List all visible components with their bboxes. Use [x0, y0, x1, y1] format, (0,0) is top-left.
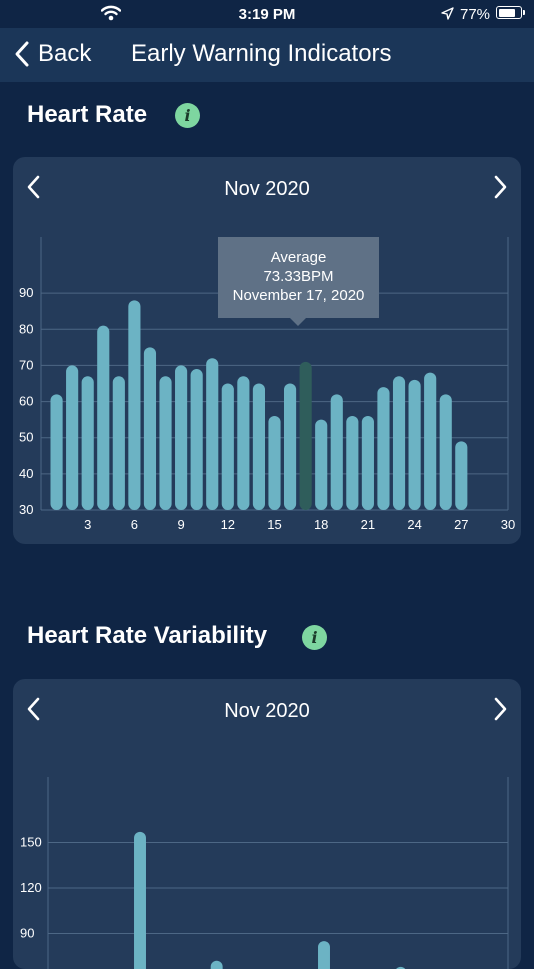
- location-arrow-icon: [441, 7, 454, 20]
- clock: 3:19 PM: [238, 6, 296, 23]
- x-tick-label: 21: [361, 517, 375, 532]
- bar: [424, 372, 437, 510]
- next-month-icon[interactable]: [489, 173, 511, 201]
- tooltip-pointer: [289, 317, 307, 326]
- hrv-month-label: Nov 2020: [224, 700, 310, 722]
- back-button[interactable]: Back: [14, 38, 91, 70]
- bar-selected: [299, 361, 312, 510]
- tooltip-date: November 17, 2020: [232, 287, 365, 304]
- x-tick-label: 24: [407, 517, 421, 532]
- x-tick-label: 12: [221, 517, 235, 532]
- y-tick-label: 70: [19, 357, 33, 372]
- bar: [128, 300, 141, 510]
- bar: [159, 376, 172, 510]
- bar: [392, 376, 406, 510]
- heart-rate-card: Nov 2020 30 40 50 60 70 80 90 3 6 9 12 15 18 21 24 27 30…: [13, 157, 521, 544]
- bar: [97, 325, 110, 510]
- chevron-left-icon: [15, 41, 29, 67]
- heart-rate-month-label: Nov 2020: [224, 178, 310, 200]
- bar: [361, 416, 374, 510]
- bar: [143, 347, 157, 510]
- x-tick-label: 6: [131, 517, 138, 532]
- y-tick-label: 80: [19, 321, 33, 336]
- bar: [315, 419, 328, 510]
- bar: [66, 365, 79, 510]
- bar: [134, 831, 146, 969]
- bar: [221, 383, 234, 510]
- bar: [283, 383, 297, 510]
- x-tick-label: 3: [84, 517, 91, 532]
- bar: [190, 369, 203, 510]
- bar: [210, 960, 223, 969]
- bar: [408, 379, 421, 510]
- bar: [330, 394, 343, 510]
- heart-rate-info-icon[interactable]: i: [175, 103, 200, 128]
- bar: [252, 383, 266, 510]
- bar: [439, 394, 452, 510]
- bar: [377, 387, 390, 510]
- tooltip-value: 73.33BPM: [263, 268, 334, 285]
- status-bar: 3:19 PM 77%: [0, 0, 534, 28]
- previous-month-icon[interactable]: [23, 695, 45, 723]
- bar: [50, 394, 63, 510]
- hrv-card: Nov 2020 90 120 150: [13, 679, 521, 969]
- bar: [206, 358, 219, 510]
- chart-tooltip: Average 73.33BPM November 17, 2020: [218, 237, 379, 318]
- x-tick-label: 30: [501, 517, 515, 532]
- battery-percent: 77%: [460, 6, 491, 23]
- bar: [318, 941, 330, 969]
- previous-month-icon[interactable]: [23, 173, 45, 201]
- hrv-title: Heart Rate Variability: [27, 622, 268, 649]
- bar: [237, 376, 250, 510]
- y-tick-label: 30: [19, 502, 33, 517]
- x-tick-label: 27: [454, 517, 468, 532]
- next-month-icon[interactable]: [489, 695, 511, 723]
- bar: [175, 365, 188, 510]
- y-tick-label: 50: [19, 430, 33, 445]
- heart-rate-chart[interactable]: 30 40 50 60 70 80 90 3 6 9 12 15 18 21 24 27 30: [13, 157, 521, 544]
- bar: [346, 416, 359, 510]
- bar: [112, 376, 125, 510]
- y-tick-label: 90: [19, 285, 33, 300]
- back-label: Back: [38, 40, 92, 67]
- y-tick-label: 60: [19, 394, 33, 409]
- y-tick-label: 40: [19, 466, 33, 481]
- bar: [455, 441, 468, 510]
- tooltip-label: Average: [270, 249, 327, 266]
- nav-bar: Back Early Warning Indicators: [0, 28, 534, 82]
- x-tick-label: 18: [314, 517, 328, 532]
- bar: [268, 416, 281, 510]
- battery-icon: [496, 6, 522, 19]
- y-tick-label: 150: [20, 835, 42, 850]
- wifi-icon: [101, 5, 121, 21]
- hrv-chart[interactable]: 90 120 150: [13, 679, 521, 969]
- y-tick-label: 90: [20, 926, 34, 941]
- x-tick-label: 9: [177, 517, 184, 532]
- x-tick-label: 15: [267, 517, 281, 532]
- hrv-info-icon[interactable]: i: [302, 625, 327, 650]
- bar: [81, 376, 94, 510]
- heart-rate-title: Heart Rate: [27, 101, 148, 128]
- y-tick-label: 120: [20, 880, 42, 895]
- page-title: Early Warning Indicators: [131, 40, 392, 67]
